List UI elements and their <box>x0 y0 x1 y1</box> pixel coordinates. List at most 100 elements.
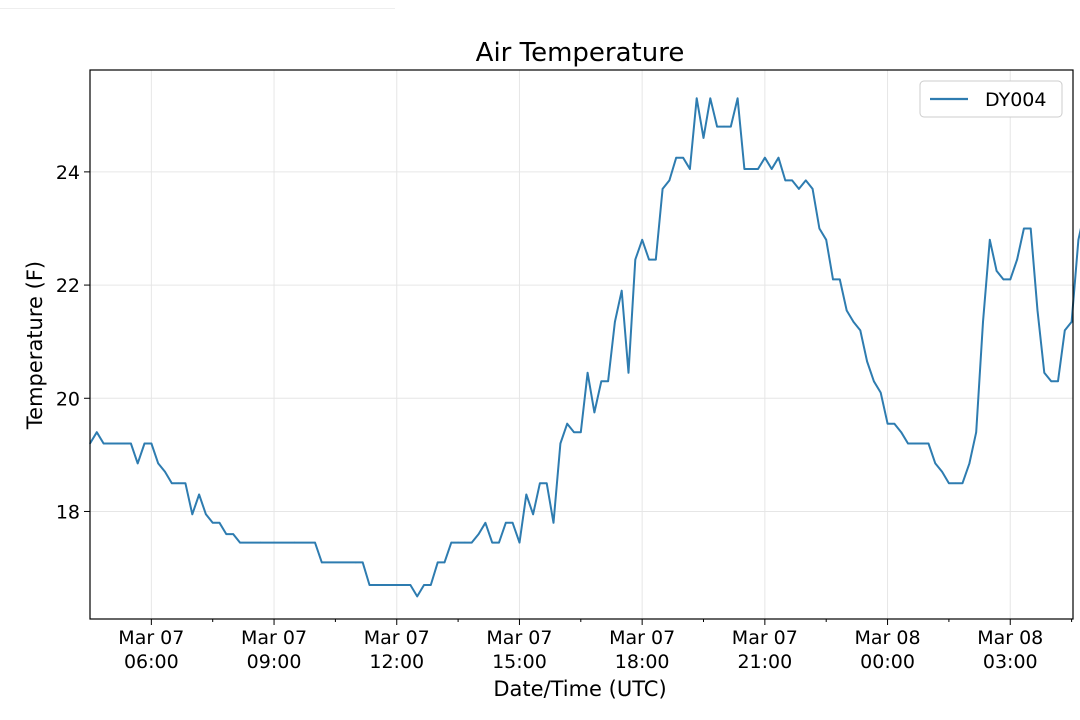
y-tick-label: 24 <box>56 162 80 184</box>
data-point <box>136 462 139 465</box>
data-point <box>927 442 930 445</box>
data-point <box>143 442 146 445</box>
data-point <box>1036 309 1039 312</box>
data-point <box>975 431 977 434</box>
data-point <box>361 561 364 564</box>
data-point <box>825 239 827 241</box>
x-tick-label-time: 00:00 <box>860 651 915 673</box>
data-point <box>559 442 562 445</box>
y-tick-label: 22 <box>56 275 80 297</box>
data-point <box>1009 278 1012 281</box>
data-point <box>396 584 398 586</box>
data-point <box>552 522 555 524</box>
data-point <box>239 541 241 544</box>
x-tick-label-date: Mar 07 <box>364 627 430 649</box>
data-point <box>532 513 534 516</box>
data-point <box>355 561 357 564</box>
data-point <box>1002 278 1005 281</box>
data-point <box>702 137 705 139</box>
data-point <box>784 179 787 182</box>
data-point <box>723 125 725 128</box>
data-point <box>873 380 875 383</box>
data-point <box>130 442 132 445</box>
data-point <box>934 462 937 465</box>
data-point <box>109 442 112 445</box>
data-point <box>900 431 902 434</box>
data-point <box>941 471 943 473</box>
data-point <box>1077 239 1080 241</box>
x-tick-label-date: Mar 07 <box>732 627 798 649</box>
data-point <box>225 533 228 535</box>
data-point <box>525 493 528 496</box>
data-point <box>273 541 275 544</box>
data-point <box>450 541 453 544</box>
data-point <box>845 309 848 312</box>
data-point <box>770 168 773 170</box>
x-tick-label-time: 12:00 <box>369 651 424 673</box>
data-point <box>518 541 521 544</box>
data-point <box>1023 227 1025 230</box>
data-point <box>995 270 998 272</box>
data-point <box>116 442 119 445</box>
data-point <box>491 541 494 544</box>
data-point <box>791 179 793 182</box>
data-point <box>675 156 677 159</box>
data-point <box>150 442 153 445</box>
data-point <box>886 422 889 425</box>
data-point <box>464 541 466 544</box>
data-point <box>818 227 821 230</box>
data-point <box>545 482 548 485</box>
data-point <box>743 168 746 170</box>
data-point <box>893 422 896 425</box>
data-point <box>416 595 419 598</box>
data-point <box>293 541 296 544</box>
data-point <box>627 372 630 374</box>
data-point <box>805 179 807 182</box>
y-tick-label: 20 <box>56 388 80 410</box>
data-point <box>689 168 691 170</box>
plot-frame <box>89 69 1074 620</box>
x-tick-label-date: Mar 08 <box>855 627 921 649</box>
data-point <box>218 522 221 524</box>
legend: DY004 <box>919 80 1063 118</box>
data-point <box>839 278 841 281</box>
data-point <box>198 493 200 496</box>
data-point <box>484 522 487 524</box>
data-point <box>184 482 187 485</box>
data-point <box>620 289 623 292</box>
series-layer <box>89 97 1080 598</box>
legend-label: DY004 <box>985 89 1046 111</box>
data-point <box>1050 380 1052 383</box>
data-point <box>423 584 425 586</box>
x-tick-label-time: 21:00 <box>737 651 792 673</box>
x-tick-label-date: Mar 07 <box>241 627 307 649</box>
data-point <box>661 188 664 190</box>
data-point <box>989 239 991 241</box>
data-point <box>211 522 214 524</box>
data-point <box>1057 380 1059 383</box>
x-tick-label-time: 09:00 <box>247 651 302 673</box>
data-point <box>430 584 432 586</box>
data-point <box>232 533 234 535</box>
data-point <box>954 482 957 485</box>
data-point <box>655 258 657 261</box>
x-tick-label-time: 03:00 <box>983 651 1038 673</box>
data-point <box>259 541 262 544</box>
data-point <box>171 482 173 485</box>
data-point <box>757 168 759 170</box>
y-axis-label: Temperature (F) <box>23 261 47 430</box>
data-point <box>96 431 98 434</box>
data-point <box>866 360 868 363</box>
y-tick-label: 18 <box>56 501 80 523</box>
data-point <box>948 482 950 485</box>
series-line-dy004 <box>89 97 1080 598</box>
data-point <box>573 431 575 434</box>
data-point <box>164 471 166 473</box>
data-point <box>177 482 180 485</box>
data-point <box>1016 258 1018 261</box>
data-point <box>443 561 446 564</box>
data-point <box>695 97 698 100</box>
data-point <box>586 372 589 374</box>
data-point <box>123 442 125 445</box>
